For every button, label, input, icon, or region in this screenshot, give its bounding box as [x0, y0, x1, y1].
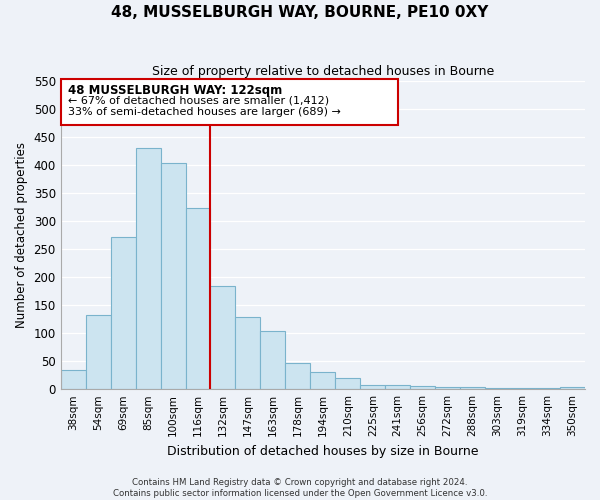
Bar	[335, 378, 360, 389]
Text: 48 MUSSELBURGH WAY: 122sqm: 48 MUSSELBURGH WAY: 122sqm	[68, 84, 283, 98]
Bar	[485, 388, 510, 389]
Bar	[360, 384, 385, 389]
Bar	[310, 372, 335, 389]
Bar	[260, 331, 286, 389]
Bar	[560, 388, 585, 389]
Bar	[460, 388, 485, 389]
Bar	[385, 384, 410, 389]
Text: ← 67% of detached houses are smaller (1,412): ← 67% of detached houses are smaller (1,…	[68, 96, 329, 106]
Bar	[161, 163, 185, 389]
Bar	[185, 208, 211, 389]
Bar	[211, 286, 235, 389]
Bar	[435, 387, 460, 389]
Bar	[61, 370, 86, 389]
Bar	[535, 388, 560, 389]
Bar	[286, 364, 310, 389]
Bar	[110, 237, 136, 389]
Bar	[136, 148, 161, 389]
Text: Contains HM Land Registry data © Crown copyright and database right 2024.
Contai: Contains HM Land Registry data © Crown c…	[113, 478, 487, 498]
Bar	[235, 318, 260, 389]
Bar	[86, 314, 110, 389]
Text: 33% of semi-detached houses are larger (689) →: 33% of semi-detached houses are larger (…	[68, 107, 341, 117]
Text: 48, MUSSELBURGH WAY, BOURNE, PE10 0XY: 48, MUSSELBURGH WAY, BOURNE, PE10 0XY	[112, 5, 488, 20]
X-axis label: Distribution of detached houses by size in Bourne: Distribution of detached houses by size …	[167, 444, 479, 458]
FancyBboxPatch shape	[61, 79, 398, 126]
Bar	[510, 388, 535, 389]
Bar	[410, 386, 435, 389]
Title: Size of property relative to detached houses in Bourne: Size of property relative to detached ho…	[152, 65, 494, 78]
Y-axis label: Number of detached properties: Number of detached properties	[15, 142, 28, 328]
